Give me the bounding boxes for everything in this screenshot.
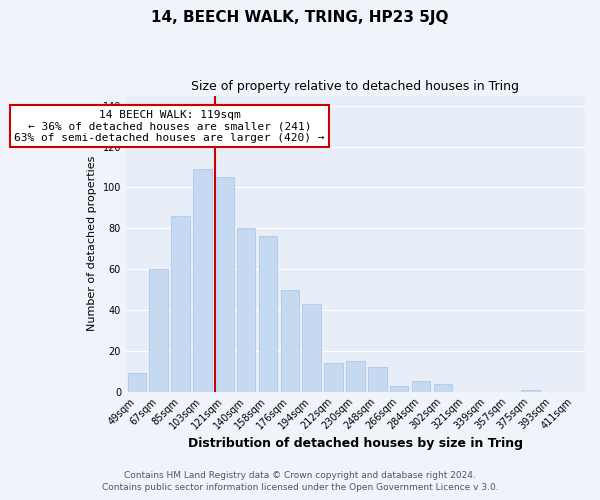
X-axis label: Distribution of detached houses by size in Tring: Distribution of detached houses by size … xyxy=(188,437,523,450)
Text: 14 BEECH WALK: 119sqm
← 36% of detached houses are smaller (241)
63% of semi-det: 14 BEECH WALK: 119sqm ← 36% of detached … xyxy=(14,110,325,143)
Bar xyxy=(521,390,539,392)
Bar xyxy=(302,304,321,392)
Bar xyxy=(172,216,190,392)
Y-axis label: Number of detached properties: Number of detached properties xyxy=(87,156,97,332)
Text: 14, BEECH WALK, TRING, HP23 5JQ: 14, BEECH WALK, TRING, HP23 5JQ xyxy=(151,10,449,25)
Bar xyxy=(259,236,277,392)
Bar xyxy=(193,169,212,392)
Text: Contains HM Land Registry data © Crown copyright and database right 2024.
Contai: Contains HM Land Registry data © Crown c… xyxy=(101,471,499,492)
Bar xyxy=(434,384,452,392)
Bar xyxy=(346,361,365,392)
Bar xyxy=(412,382,430,392)
Bar xyxy=(281,290,299,392)
Bar xyxy=(128,374,146,392)
Bar xyxy=(237,228,256,392)
Bar xyxy=(390,386,409,392)
Bar xyxy=(215,177,233,392)
Bar xyxy=(368,367,386,392)
Bar xyxy=(325,363,343,392)
Title: Size of property relative to detached houses in Tring: Size of property relative to detached ho… xyxy=(191,80,520,93)
Bar xyxy=(149,269,168,392)
